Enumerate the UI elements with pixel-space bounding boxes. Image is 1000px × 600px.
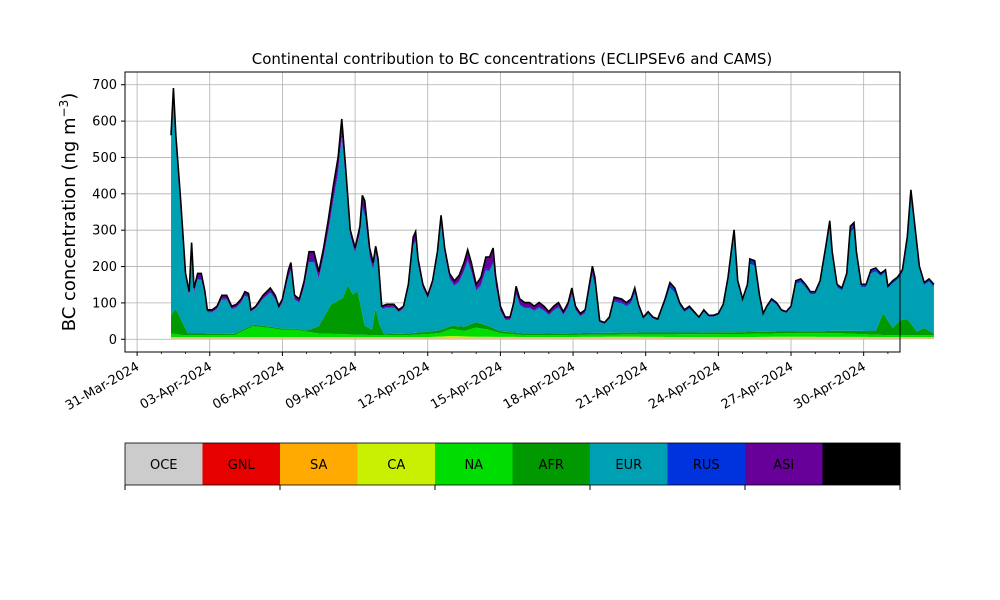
y-tick-label: 600 xyxy=(92,115,117,130)
stacked-areas xyxy=(170,87,935,340)
y-axis-label: BC concentration (ng m−3) xyxy=(57,93,80,332)
legend-swatch-ca xyxy=(357,443,436,485)
legend-swatch-na xyxy=(435,443,513,485)
legend-label-gnl: GNL xyxy=(228,458,256,473)
y-tick-label: 0 xyxy=(109,333,117,348)
area-ca xyxy=(171,336,934,339)
legend-label-afr: AFR xyxy=(539,458,564,473)
legend-label-na: NA xyxy=(464,458,483,473)
legend-label-sa: SA xyxy=(310,458,327,473)
legend-label-ca: CA xyxy=(387,458,405,473)
area-na xyxy=(171,326,934,338)
legend-label-rus: RUS xyxy=(693,458,720,473)
y-axis-label-exponent: −3 xyxy=(57,100,71,118)
legend-swatch-afr xyxy=(512,443,591,485)
legend-colorbar: OCE GNL SA CA NA AFR EUR RUS ASI AUS xyxy=(124,442,901,490)
chart-title: Continental contribution to BC concentra… xyxy=(252,50,773,68)
area-oce xyxy=(171,338,934,340)
legend-swatch-aus xyxy=(822,443,901,485)
y-tick-label: 300 xyxy=(92,224,117,239)
legend-swatch-eur xyxy=(590,443,668,485)
y-tick-label: 100 xyxy=(92,296,117,311)
area-afr xyxy=(171,285,934,336)
area-eur xyxy=(171,101,934,335)
legend-label-aus: AUS xyxy=(848,458,875,473)
legend-label-eur: EUR xyxy=(615,458,642,473)
plot-frame xyxy=(124,71,901,353)
y-tick-label: 700 xyxy=(92,78,117,93)
legend-swatch-oce xyxy=(125,443,203,485)
y-tick-label: 200 xyxy=(92,260,117,275)
y-tick-label: 400 xyxy=(92,187,117,202)
legend-swatch-sa xyxy=(280,443,358,485)
legend-label-oce: OCE xyxy=(150,458,178,473)
total-outline xyxy=(170,87,935,324)
legend-swatch-gnl xyxy=(202,443,281,485)
y-axis-label-main: BC concentration (ng m xyxy=(59,117,80,331)
legend-swatch-rus xyxy=(667,443,746,485)
y-axis-label-suffix: ) xyxy=(59,93,80,100)
legend-swatch-asi xyxy=(745,443,823,485)
y-tick-label: 500 xyxy=(92,151,117,166)
legend-frame xyxy=(124,442,901,486)
legend-label-asi: ASI xyxy=(773,458,794,473)
